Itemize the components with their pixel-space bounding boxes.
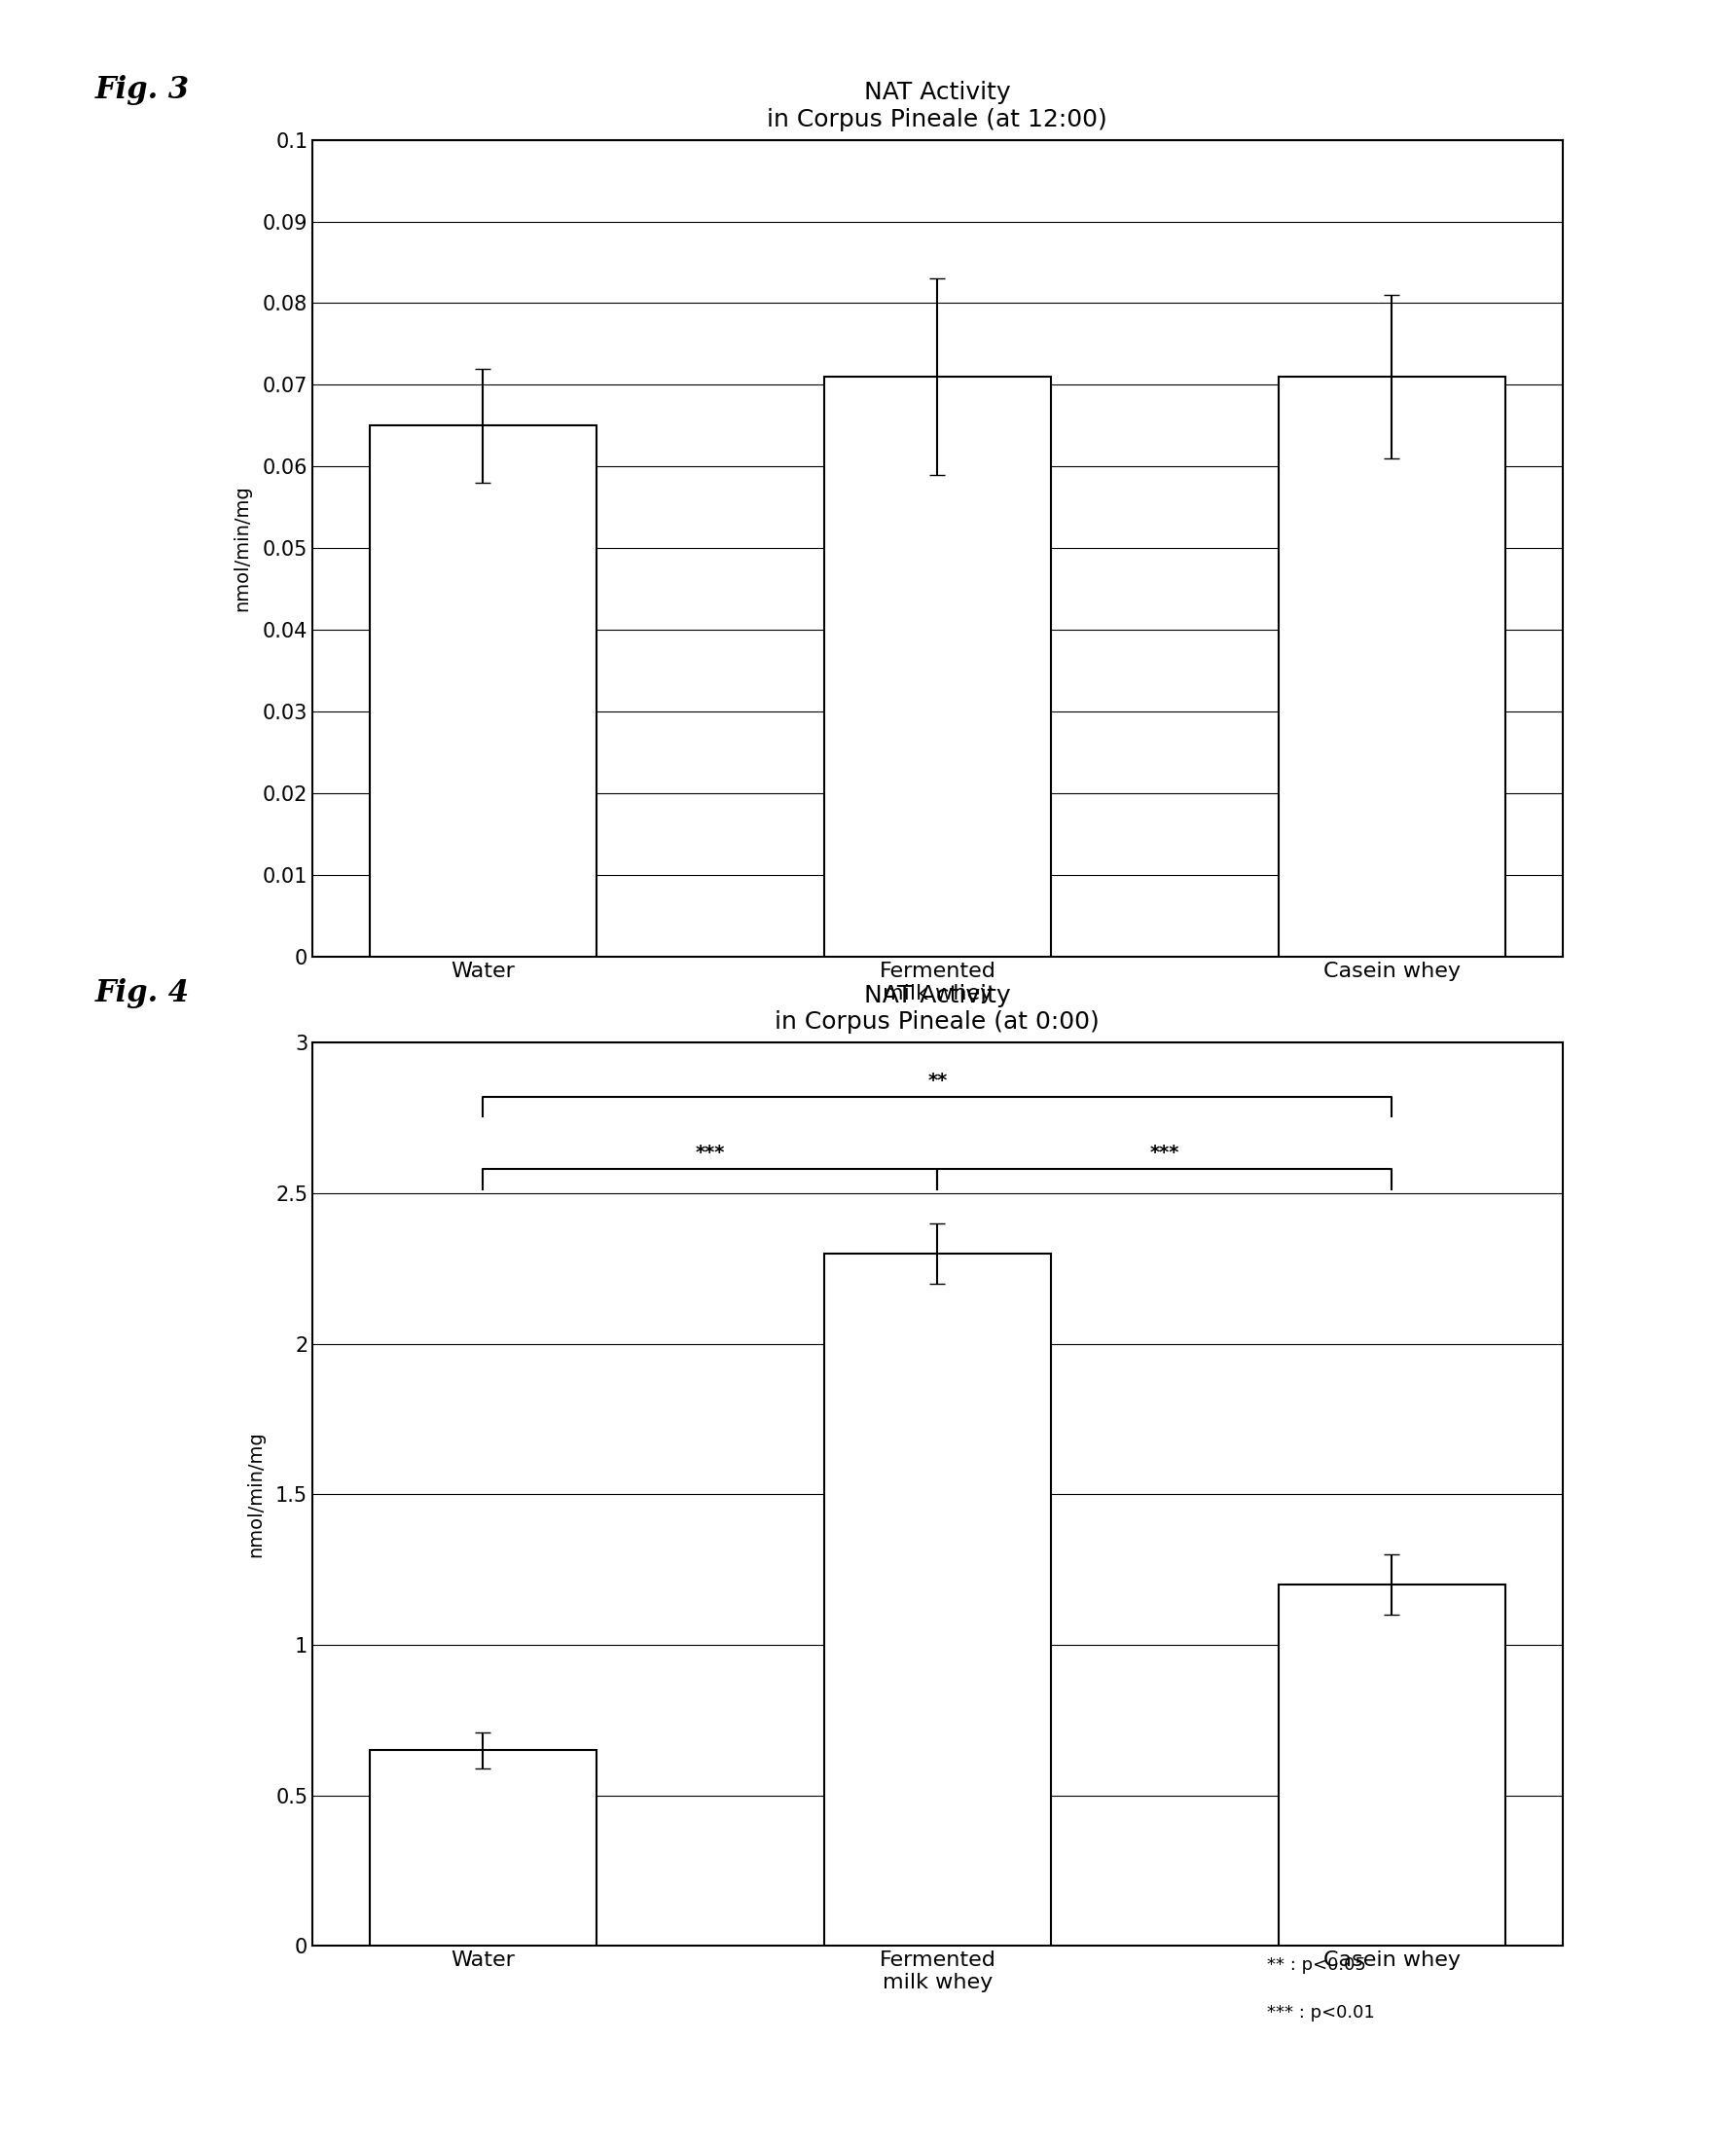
Title: NAT Activity
in Corpus Pineale (at 0:00): NAT Activity in Corpus Pineale (at 0:00) <box>774 985 1101 1034</box>
Y-axis label: nmol/min/mg: nmol/min/mg <box>247 1432 264 1557</box>
Bar <box>370 426 597 957</box>
Bar <box>1278 376 1505 957</box>
Y-axis label: nmol/min/mg: nmol/min/mg <box>233 486 252 611</box>
Text: ***: *** <box>1149 1144 1179 1161</box>
Text: *** : p<0.01: *** : p<0.01 <box>1267 2004 1375 2021</box>
Bar <box>1278 1585 1505 1946</box>
Text: ***: *** <box>696 1144 726 1161</box>
Bar <box>825 1253 1050 1946</box>
Text: Fig. 3: Fig. 3 <box>95 75 189 105</box>
Text: ** : p<0.05: ** : p<0.05 <box>1267 1957 1366 1974</box>
Text: Fig. 4: Fig. 4 <box>95 978 189 1008</box>
Title: NAT Activity
in Corpus Pineale (at 12:00): NAT Activity in Corpus Pineale (at 12:00… <box>767 82 1108 131</box>
Text: **: ** <box>927 1071 948 1090</box>
Bar <box>370 1750 597 1946</box>
Bar <box>825 376 1050 957</box>
